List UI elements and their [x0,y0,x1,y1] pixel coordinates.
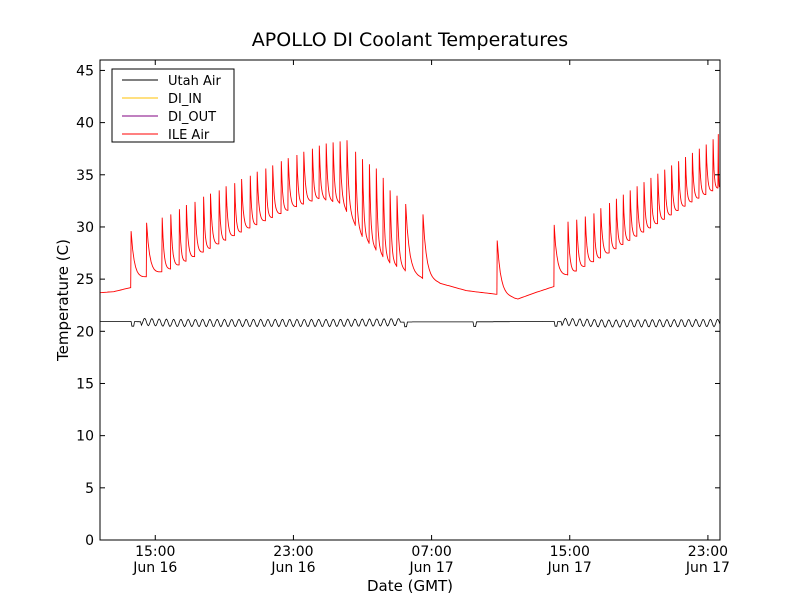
chart-title: APOLLO DI Coolant Temperatures [252,29,568,51]
legend-label: ILE Air [168,128,210,143]
y-tick-label: 0 [85,533,94,549]
legend-label: DI_OUT [168,110,216,125]
y-axis-label: Temperature (C) [54,239,72,362]
x-tick-time-label: 15:00 [135,544,175,560]
x-tick-date-label: Jun 17 [547,560,592,576]
x-tick-date-label: Jun 17 [685,560,730,576]
x-tick-time-label: 15:00 [550,544,590,560]
legend-label: DI_IN [168,92,202,107]
x-tick-time-label: 23:00 [688,544,728,560]
y-tick-label: 10 [76,429,94,445]
legend-box [111,68,235,143]
x-tick-date-label: Jun 16 [132,560,177,576]
plot-frame [99,59,721,541]
x-tick-time-label: 23:00 [273,544,313,560]
x-tick-time-label: 07:00 [411,544,451,560]
legend-label: Utah Air [168,74,221,89]
x-tick-date-label: Jun 17 [409,560,454,576]
y-tick-label: 30 [76,220,94,236]
y-tick-label: 40 [76,116,94,132]
y-tick-label: 5 [85,481,94,497]
y-tick-label: 20 [76,324,94,340]
y-tick-label: 15 [76,376,94,392]
y-tick-label: 35 [76,168,94,184]
x-axis-label: Date (GMT) [367,577,453,595]
legend: Utah Air DI_IN DI_OUT ILE Air [111,68,235,143]
y-tick-label: 25 [76,272,94,288]
x-tick-date-label: Jun 16 [270,560,315,576]
series-line-utah-air [100,317,720,328]
y-tick-label: 45 [76,63,94,79]
plot-area [99,59,721,541]
series-line-ile-air [100,134,720,300]
